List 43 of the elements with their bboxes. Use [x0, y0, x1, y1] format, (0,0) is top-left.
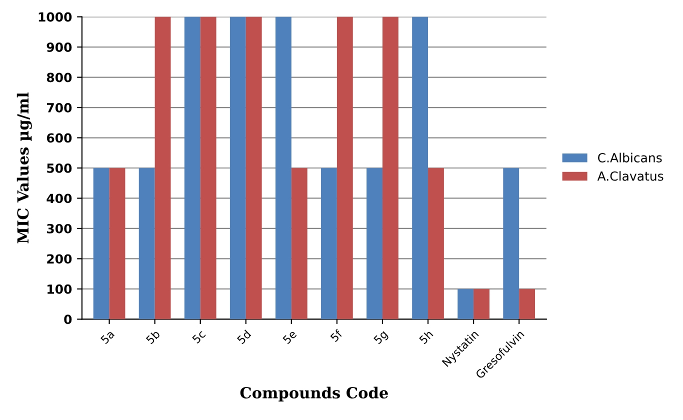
bar	[458, 288, 474, 320]
bar	[519, 288, 536, 320]
y-tick-label: 0	[64, 314, 72, 324]
y-tick-label: 600	[46, 133, 72, 143]
bar	[412, 16, 428, 320]
bar	[321, 168, 337, 320]
bar	[246, 16, 262, 320]
x-tick-label: 5d	[236, 330, 252, 344]
y-tick-label: 1000	[38, 12, 72, 22]
bar	[382, 16, 398, 320]
bar	[154, 16, 171, 320]
x-tick-label: 5c	[192, 330, 206, 344]
y-tick-label: 700	[46, 102, 72, 112]
bar	[366, 168, 382, 320]
x-axis-title: Compounds Code	[240, 386, 388, 402]
legend-label: C.Albicans	[598, 152, 662, 162]
x-tick-label: 5e	[282, 330, 298, 344]
y-tick-label: 100	[48, 284, 72, 294]
bar	[230, 16, 246, 320]
x-tick-label: 5a	[100, 330, 115, 344]
x-tick-label: 5h	[418, 330, 434, 344]
bar	[138, 168, 155, 320]
y-tick-label: 900	[46, 42, 72, 52]
bar	[503, 168, 520, 320]
bar	[474, 288, 490, 320]
y-tick-label: 800	[46, 72, 72, 82]
y-axis-title: MIC Values µg/ml	[16, 92, 32, 244]
legend-label: A.Clavatus	[597, 171, 664, 181]
x-tick-label: 5f	[330, 328, 344, 342]
bar	[109, 168, 126, 320]
bar	[200, 16, 216, 320]
y-tick-label: 300	[46, 224, 72, 234]
bar	[93, 168, 110, 320]
y-tick-label: 500	[47, 163, 72, 173]
bar	[291, 168, 308, 320]
bar	[275, 16, 292, 320]
bar	[428, 168, 444, 320]
x-tick-label: 5b	[145, 329, 160, 344]
y-tick-label: 200	[47, 254, 72, 264]
bar	[184, 16, 200, 320]
bar	[336, 16, 353, 320]
y-tick-label: 400	[46, 194, 72, 204]
x-tick-label: 5g	[373, 330, 390, 346]
